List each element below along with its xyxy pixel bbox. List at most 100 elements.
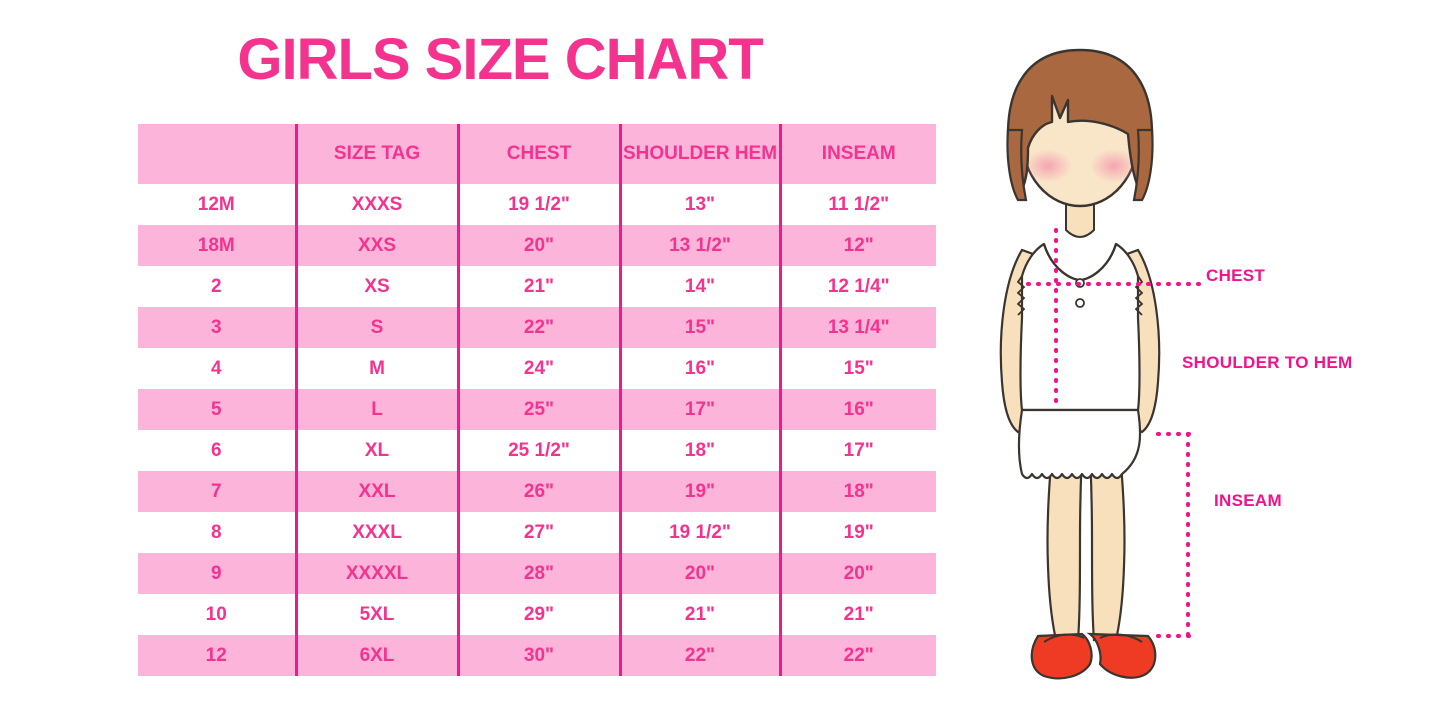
- cell-size-tag: XL: [296, 430, 460, 471]
- table-row: 5 L 25" 17" 16": [138, 389, 936, 430]
- cell-chest: 25": [458, 389, 622, 430]
- table-row: 6 XL 25 1/2" 18" 17": [138, 430, 936, 471]
- cell-inseam: 13 1/4": [780, 307, 936, 348]
- table-row: 18M XXS 20" 13 1/2" 12": [138, 225, 936, 266]
- cheek-right: [1090, 149, 1138, 183]
- cell-inseam: 18": [780, 471, 936, 512]
- table-body: 12M XXXS 19 1/2" 13" 11 1/2" 18M XXS 20" 13 1/2"…: [138, 184, 936, 676]
- cell-size-tag: XXXL: [296, 512, 460, 553]
- cell-chest: 22": [458, 307, 622, 348]
- girl-illustration: CHEST SHOULDER TO HEM INSEAM: [960, 18, 1445, 708]
- cell-chest: 30": [458, 635, 622, 676]
- column-header-shoulder-hem: SHOULDER HEM: [620, 124, 782, 184]
- cell-size-tag: XXS: [296, 225, 460, 266]
- figure-body: [999, 48, 1202, 680]
- shoulder-to-hem-label: SHOULDER TO HEM: [1182, 353, 1353, 372]
- cell-size: 3: [138, 307, 298, 348]
- cell-shoulder-hem: 21": [620, 594, 782, 635]
- button-bottom: [1075, 298, 1085, 308]
- cell-shoulder-hem: 19": [620, 471, 782, 512]
- cheek-left: [1024, 149, 1072, 183]
- cell-size: 12M: [138, 184, 298, 225]
- cell-size-tag: XXXXL: [296, 553, 460, 594]
- cell-size: 8: [138, 512, 298, 553]
- cell-size: 7: [138, 471, 298, 512]
- cell-inseam: 12 1/4": [780, 266, 936, 307]
- cell-inseam: 19": [780, 512, 936, 553]
- cell-inseam: 21": [780, 594, 936, 635]
- table-row: 12 6XL 30" 22" 22": [138, 635, 936, 676]
- shoe-right: [1086, 632, 1157, 679]
- cell-shoulder-hem: 13 1/2": [620, 225, 782, 266]
- table-row: 10 5XL 29" 21" 21": [138, 594, 936, 635]
- column-header-chest: CHEST: [458, 124, 622, 184]
- top-garment: [1019, 242, 1141, 412]
- cell-chest: 29": [458, 594, 622, 635]
- cell-size-tag: 5XL: [296, 594, 460, 635]
- table-row: 9 XXXXL 28" 20" 20": [138, 553, 936, 594]
- table-row: 4 M 24" 16" 15": [138, 348, 936, 389]
- size-chart-table-wrapper: SIZE TAG CHEST SHOULDER HEM INSEAM 12M XX…: [138, 124, 936, 676]
- table-row: 3 S 22" 15" 13 1/4": [138, 307, 936, 348]
- cell-shoulder-hem: 19 1/2": [620, 512, 782, 553]
- cell-shoulder-hem: 22": [620, 635, 782, 676]
- cell-size: 6: [138, 430, 298, 471]
- inseam-label: INSEAM: [1214, 491, 1282, 510]
- cell-inseam: 15": [780, 348, 936, 389]
- cell-inseam: 22": [780, 635, 936, 676]
- cell-size-tag: XS: [296, 266, 460, 307]
- cell-size: 9: [138, 553, 298, 594]
- column-header-inseam: INSEAM: [780, 124, 936, 184]
- cell-chest: 25 1/2": [458, 430, 622, 471]
- cell-shoulder-hem: 18": [620, 430, 782, 471]
- column-header-size: [138, 124, 298, 184]
- cell-chest: 27": [458, 512, 622, 553]
- shoe-strap-right: [1099, 633, 1143, 643]
- cell-shoulder-hem: 17": [620, 389, 782, 430]
- page-title: GIRLS SIZE CHART: [237, 27, 763, 92]
- ruffle-left: [1016, 275, 1026, 316]
- shoe-left: [1030, 632, 1093, 680]
- chest-label: CHEST: [1206, 266, 1266, 285]
- cell-inseam: 16": [780, 389, 936, 430]
- cell-chest: 24": [458, 348, 622, 389]
- cell-inseam: 20": [780, 553, 936, 594]
- cell-size-tag: S: [296, 307, 460, 348]
- cell-shoulder-hem: 13": [620, 184, 782, 225]
- cell-chest: 28": [458, 553, 622, 594]
- cell-chest: 20": [458, 225, 622, 266]
- skirt-garment: [1017, 408, 1142, 480]
- hair-side-right: [1132, 128, 1154, 202]
- cell-shoulder-hem: 16": [620, 348, 782, 389]
- cell-size-tag: M: [296, 348, 460, 389]
- hair-side-left: [1006, 128, 1028, 202]
- cell-inseam: 12": [780, 225, 936, 266]
- size-chart-table: SIZE TAG CHEST SHOULDER HEM INSEAM 12M XX…: [138, 124, 936, 676]
- cell-size-tag: XXL: [296, 471, 460, 512]
- shoe-strap-left: [1043, 633, 1085, 643]
- cell-size-tag: L: [296, 389, 460, 430]
- cell-shoulder-hem: 15": [620, 307, 782, 348]
- table-row: 12M XXXS 19 1/2" 13" 11 1/2": [138, 184, 936, 225]
- girl-figure-svg: [999, 48, 1202, 680]
- cell-size-tag: XXXS: [296, 184, 460, 225]
- cell-shoulder-hem: 14": [620, 266, 782, 307]
- ruffle-right: [1134, 275, 1144, 316]
- table-row: 2 XS 21" 14" 12 1/4": [138, 266, 936, 307]
- cell-size: 18M: [138, 225, 298, 266]
- cell-size: 2: [138, 266, 298, 307]
- cell-chest: 21": [458, 266, 622, 307]
- cell-chest: 26": [458, 471, 622, 512]
- cell-chest: 19 1/2": [458, 184, 622, 225]
- column-header-size-tag: SIZE TAG: [296, 124, 460, 184]
- table-row: 8 XXXL 27" 19 1/2" 19": [138, 512, 936, 553]
- cell-size: 5: [138, 389, 298, 430]
- cell-size: 4: [138, 348, 298, 389]
- cell-shoulder-hem: 20": [620, 553, 782, 594]
- cell-inseam: 17": [780, 430, 936, 471]
- table-header-row: SIZE TAG CHEST SHOULDER HEM INSEAM: [138, 124, 936, 184]
- table-row: 7 XXL 26" 19" 18": [138, 471, 936, 512]
- cell-size: 10: [138, 594, 298, 635]
- cell-inseam: 11 1/2": [780, 184, 936, 225]
